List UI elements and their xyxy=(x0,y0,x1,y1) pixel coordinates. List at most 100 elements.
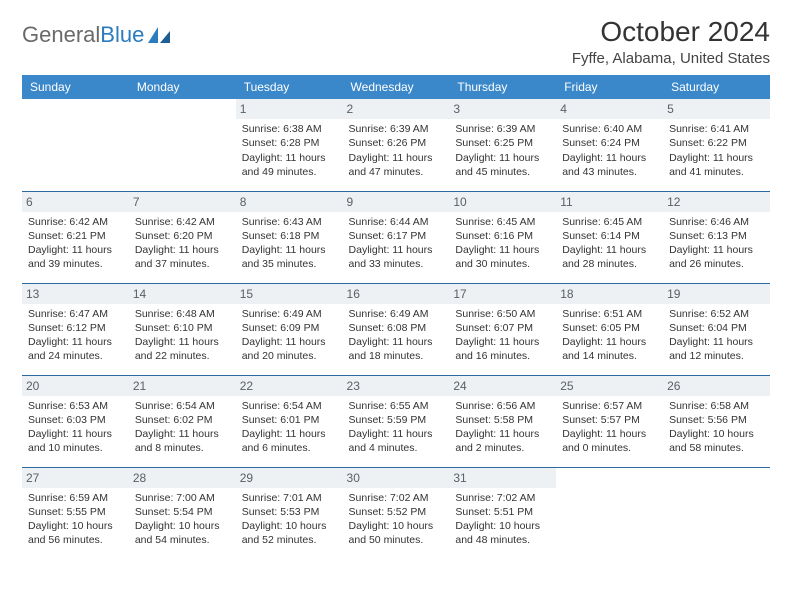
day2-text: and 4 minutes. xyxy=(349,441,444,455)
day-number: 8 xyxy=(236,192,343,212)
day-cell: 16Sunrise: 6:49 AMSunset: 6:08 PMDayligh… xyxy=(343,283,450,375)
day2-text: and 0 minutes. xyxy=(562,441,657,455)
day1-text: Daylight: 11 hours xyxy=(455,151,550,165)
day2-text: and 12 minutes. xyxy=(669,349,764,363)
sunrise-text: Sunrise: 6:53 AM xyxy=(28,399,123,413)
day-number: 21 xyxy=(129,376,236,396)
day-number: 17 xyxy=(449,284,556,304)
sunrise-text: Sunrise: 6:54 AM xyxy=(242,399,337,413)
sunrise-text: Sunrise: 6:51 AM xyxy=(562,307,657,321)
day-cell xyxy=(556,467,663,559)
day-cell: 23Sunrise: 6:55 AMSunset: 5:59 PMDayligh… xyxy=(343,375,450,467)
day-cell: 27Sunrise: 6:59 AMSunset: 5:55 PMDayligh… xyxy=(22,467,129,559)
day-cell: 2Sunrise: 6:39 AMSunset: 6:26 PMDaylight… xyxy=(343,99,450,191)
sunrise-text: Sunrise: 6:43 AM xyxy=(242,215,337,229)
week-row: 20Sunrise: 6:53 AMSunset: 6:03 PMDayligh… xyxy=(22,375,770,467)
day-cell: 4Sunrise: 6:40 AMSunset: 6:24 PMDaylight… xyxy=(556,99,663,191)
day1-text: Daylight: 10 hours xyxy=(349,519,444,533)
day1-text: Daylight: 11 hours xyxy=(242,151,337,165)
day2-text: and 58 minutes. xyxy=(669,441,764,455)
day2-text: and 41 minutes. xyxy=(669,165,764,179)
sunset-text: Sunset: 6:07 PM xyxy=(455,321,550,335)
day1-text: Daylight: 11 hours xyxy=(242,243,337,257)
sunset-text: Sunset: 6:04 PM xyxy=(669,321,764,335)
sunrise-text: Sunrise: 6:47 AM xyxy=(28,307,123,321)
sunset-text: Sunset: 6:17 PM xyxy=(349,229,444,243)
week-row: 6 Sunrise: 6:42 AM Sunset: 6:21 PM Daylight… xyxy=(22,191,770,283)
day2-text: and 54 minutes. xyxy=(135,533,230,547)
day2-text: and 14 minutes. xyxy=(562,349,657,363)
day-cell xyxy=(22,99,129,191)
month-title: October 2024 xyxy=(572,16,770,48)
day1-text: Daylight: 11 hours xyxy=(669,243,764,257)
day2-text: and 37 minutes. xyxy=(135,257,230,271)
col-thursday: Thursday xyxy=(449,75,556,99)
sunset-text: Sunset: 5:59 PM xyxy=(349,413,444,427)
logo: GeneralBlue xyxy=(22,16,170,48)
location: Fyffe, Alabama, United States xyxy=(572,50,770,67)
day-cell: 5Sunrise: 6:41 AMSunset: 6:22 PMDaylight… xyxy=(663,99,770,191)
day-cell: 30 Sunrise: 7:02 AMSunset: 5:52 PMDayligh… xyxy=(343,467,450,559)
sunrise-text: Sunrise: 6:42 AM xyxy=(135,215,230,229)
day-cell: 7Sunrise: 6:42 AMSunset: 6:20 PMDaylight… xyxy=(129,191,236,283)
title-block: October 2024 Fyffe, Alabama, United Stat… xyxy=(572,16,770,67)
day-cell: 15Sunrise: 6:49 AMSunset: 6:09 PMDayligh… xyxy=(236,283,343,375)
day-cell: 9Sunrise: 6:44 AMSunset: 6:17 PMDaylight… xyxy=(343,191,450,283)
day-cell: 22Sunrise: 6:54 AMSunset: 6:01 PMDayligh… xyxy=(236,375,343,467)
day-cell: 12Sunrise: 6:46 AMSunset: 6:13 PMDayligh… xyxy=(663,191,770,283)
sunrise-text: Sunrise: 6:52 AM xyxy=(669,307,764,321)
sunset-text: Sunset: 6:16 PM xyxy=(455,229,550,243)
calendar-body: 1Sunrise: 6:38 AMSunset: 6:28 PMDaylight… xyxy=(22,99,770,559)
sunset-text: Sunset: 6:09 PM xyxy=(242,321,337,335)
logo-text-blue: Blue xyxy=(100,22,144,48)
day2-text: and 18 minutes. xyxy=(349,349,444,363)
day1-text: Daylight: 11 hours xyxy=(135,335,230,349)
day-number: 6 xyxy=(22,192,129,212)
sunrise-text: Sunrise: 6:46 AM xyxy=(669,215,764,229)
day-number: 10 xyxy=(449,192,556,212)
day-number: 19 xyxy=(663,284,770,304)
sunset-text: Sunset: 6:05 PM xyxy=(562,321,657,335)
sunrise-text: Sunrise: 6:39 AM xyxy=(455,122,550,136)
sunset-text: Sunset: 6:12 PM xyxy=(28,321,123,335)
sunset-text: Sunset: 6:24 PM xyxy=(562,136,657,150)
col-monday: Monday xyxy=(129,75,236,99)
day-cell xyxy=(129,99,236,191)
sunset-text: Sunset: 5:55 PM xyxy=(28,505,123,519)
sunrise-text: Sunrise: 7:02 AM xyxy=(349,491,444,505)
day-number: 14 xyxy=(129,284,236,304)
day1-text: Daylight: 11 hours xyxy=(455,427,550,441)
day2-text: and 30 minutes. xyxy=(455,257,550,271)
day-number: 2 xyxy=(343,99,450,119)
day-number: 29 xyxy=(236,468,343,488)
day2-text: and 8 minutes. xyxy=(135,441,230,455)
sunrise-text: Sunrise: 6:54 AM xyxy=(135,399,230,413)
sunset-text: Sunset: 6:18 PM xyxy=(242,229,337,243)
day-number: 30 xyxy=(343,468,450,488)
sunset-text: Sunset: 5:52 PM xyxy=(349,505,444,519)
sunrise-text: Sunrise: 6:59 AM xyxy=(28,491,123,505)
day2-text: and 45 minutes. xyxy=(455,165,550,179)
sunrise-text: Sunrise: 6:40 AM xyxy=(562,122,657,136)
sunset-text: Sunset: 5:57 PM xyxy=(562,413,657,427)
day2-text: and 47 minutes. xyxy=(349,165,444,179)
day-cell: 25Sunrise: 6:57 AMSunset: 5:57 PMDayligh… xyxy=(556,375,663,467)
day2-text: and 26 minutes. xyxy=(669,257,764,271)
day2-text: and 2 minutes. xyxy=(455,441,550,455)
sunset-text: Sunset: 6:28 PM xyxy=(242,136,337,150)
col-wednesday: Wednesday xyxy=(343,75,450,99)
day2-text: and 33 minutes. xyxy=(349,257,444,271)
day-number: 5 xyxy=(663,99,770,119)
sunset-text: Sunset: 6:10 PM xyxy=(135,321,230,335)
day2-text: and 6 minutes. xyxy=(242,441,337,455)
day-cell: 13Sunrise: 6:47 AMSunset: 6:12 PMDayligh… xyxy=(22,283,129,375)
sunrise-text: Sunrise: 7:00 AM xyxy=(135,491,230,505)
sunset-text: Sunset: 6:25 PM xyxy=(455,136,550,150)
day1-text: Daylight: 11 hours xyxy=(28,335,123,349)
sunset-text: Sunset: 6:02 PM xyxy=(135,413,230,427)
sunset-text: Sunset: 6:03 PM xyxy=(28,413,123,427)
day-cell: 11Sunrise: 6:45 AMSunset: 6:14 PMDayligh… xyxy=(556,191,663,283)
day1-text: Daylight: 10 hours xyxy=(242,519,337,533)
sunset-text: Sunset: 6:21 PM xyxy=(28,229,123,243)
sunrise-text: Sunrise: 6:45 AM xyxy=(562,215,657,229)
